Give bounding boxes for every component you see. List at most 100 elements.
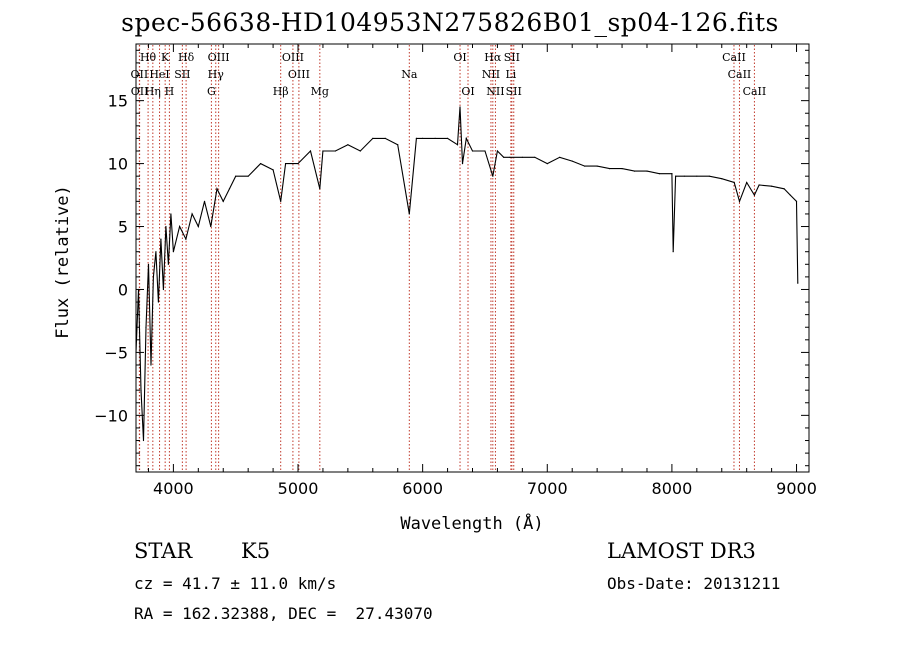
- data-point: [140, 389, 142, 391]
- data-point: [461, 162, 464, 165]
- data-point: [789, 194, 791, 196]
- data-point: [157, 301, 160, 303]
- line-label-3: K: [161, 51, 170, 64]
- data-point: [465, 137, 467, 140]
- x-tick-label: 6000: [402, 479, 443, 498]
- coordinates: RA = 162.32388, DEC = 27.43070: [134, 604, 433, 623]
- data-point: [191, 213, 193, 215]
- survey-name: LAMOST DR3: [607, 539, 756, 563]
- data-point: [172, 251, 174, 253]
- data-point: [683, 175, 685, 177]
- x-tick-label: 5000: [278, 479, 319, 498]
- data-point: [671, 173, 673, 175]
- data-point: [503, 156, 505, 158]
- data-point: [309, 150, 312, 152]
- data-point: [247, 175, 249, 177]
- object-class: STAR: [134, 539, 193, 563]
- data-point: [422, 137, 424, 140]
- data-point: [319, 188, 321, 190]
- data-point: [397, 144, 399, 146]
- chart-title: spec-56638-HD104953N275826B01_sp04-126.f…: [121, 8, 779, 37]
- data-point: [733, 181, 735, 184]
- y-tick-label: 0: [118, 280, 128, 299]
- y-tick-label: −5: [104, 343, 128, 362]
- line-label-4: HeI: [149, 68, 169, 81]
- y-axis-ticks: −10 −5 0 5 10 15: [94, 49, 809, 467]
- x-tick-label: 9000: [776, 479, 817, 498]
- y-tick-label: 5: [118, 218, 128, 237]
- line-label-0: Hθ: [140, 51, 157, 64]
- data-point: [746, 181, 748, 184]
- data-point: [675, 175, 677, 177]
- data-point: [608, 168, 611, 170]
- plot-frame: [135, 43, 810, 473]
- data-point: [222, 200, 224, 202]
- data-point: [546, 162, 548, 165]
- line-label-23: Li: [505, 68, 516, 81]
- data-point: [210, 225, 212, 228]
- line-label-26: CaII: [728, 68, 752, 81]
- line-label-22: SII: [504, 51, 520, 64]
- data-point: [167, 263, 170, 265]
- data-point: [235, 175, 237, 177]
- line-label-10: Hγ: [208, 68, 225, 81]
- y-tick-label: 15: [108, 92, 128, 111]
- data-point: [179, 225, 181, 228]
- line-label-13: OIII: [282, 51, 304, 64]
- data-point: [272, 169, 274, 171]
- line-label-16: Na: [401, 68, 418, 81]
- data-point: [155, 251, 157, 253]
- line-label-1: OII: [131, 68, 149, 81]
- data-point: [534, 156, 536, 158]
- line-label-27: CaII: [743, 85, 767, 98]
- line-label-25: CaII: [722, 51, 746, 64]
- data-point: [415, 137, 418, 140]
- data-point: [492, 175, 494, 177]
- line-label-17: OI: [453, 51, 466, 64]
- data-point: [203, 200, 206, 202]
- data-point: [496, 150, 499, 152]
- data-point: [145, 326, 147, 328]
- line-label-19: Hα: [484, 51, 502, 64]
- data-point: [509, 156, 511, 158]
- data-point: [434, 137, 436, 140]
- data-point: [142, 439, 145, 442]
- line-label-11: G: [207, 85, 216, 98]
- x-tick-label: 8000: [652, 479, 693, 498]
- data-point: [280, 200, 282, 202]
- data-point: [646, 170, 648, 172]
- data-point: [471, 150, 474, 152]
- data-point: [696, 175, 698, 177]
- data-point: [284, 162, 287, 165]
- x-tick-label: 7000: [527, 479, 568, 498]
- data-point: [334, 150, 337, 152]
- line-label-5: Hη: [145, 85, 161, 98]
- data-point: [162, 288, 165, 291]
- spectral-line-markers: [138, 45, 755, 471]
- data-point: [147, 263, 150, 265]
- data-point: [347, 144, 349, 146]
- data-point: [584, 165, 586, 167]
- data-point: [216, 188, 218, 190]
- data-point: [738, 200, 741, 202]
- data-point: [484, 150, 486, 152]
- line-label-21: NII: [486, 85, 504, 98]
- data-point: [170, 213, 172, 215]
- y-tick-label: 10: [108, 155, 128, 174]
- flux-series: [135, 106, 799, 442]
- data-point: [456, 144, 459, 146]
- line-label-8: H: [165, 85, 175, 98]
- line-label-6: Hδ: [178, 51, 195, 64]
- data-point: [228, 188, 231, 190]
- data-point: [753, 194, 756, 196]
- data-point: [185, 238, 187, 240]
- data-point: [559, 156, 561, 158]
- data-point: [152, 276, 155, 278]
- x-axis-ticks: 4000 5000 6000 7000 8000 9000: [147, 44, 817, 498]
- redshift-readout: cz = 41.7 ± 11.0 km/s: [134, 574, 337, 593]
- data-point: [408, 213, 410, 215]
- data-point: [797, 282, 799, 284]
- data-point: [297, 162, 299, 165]
